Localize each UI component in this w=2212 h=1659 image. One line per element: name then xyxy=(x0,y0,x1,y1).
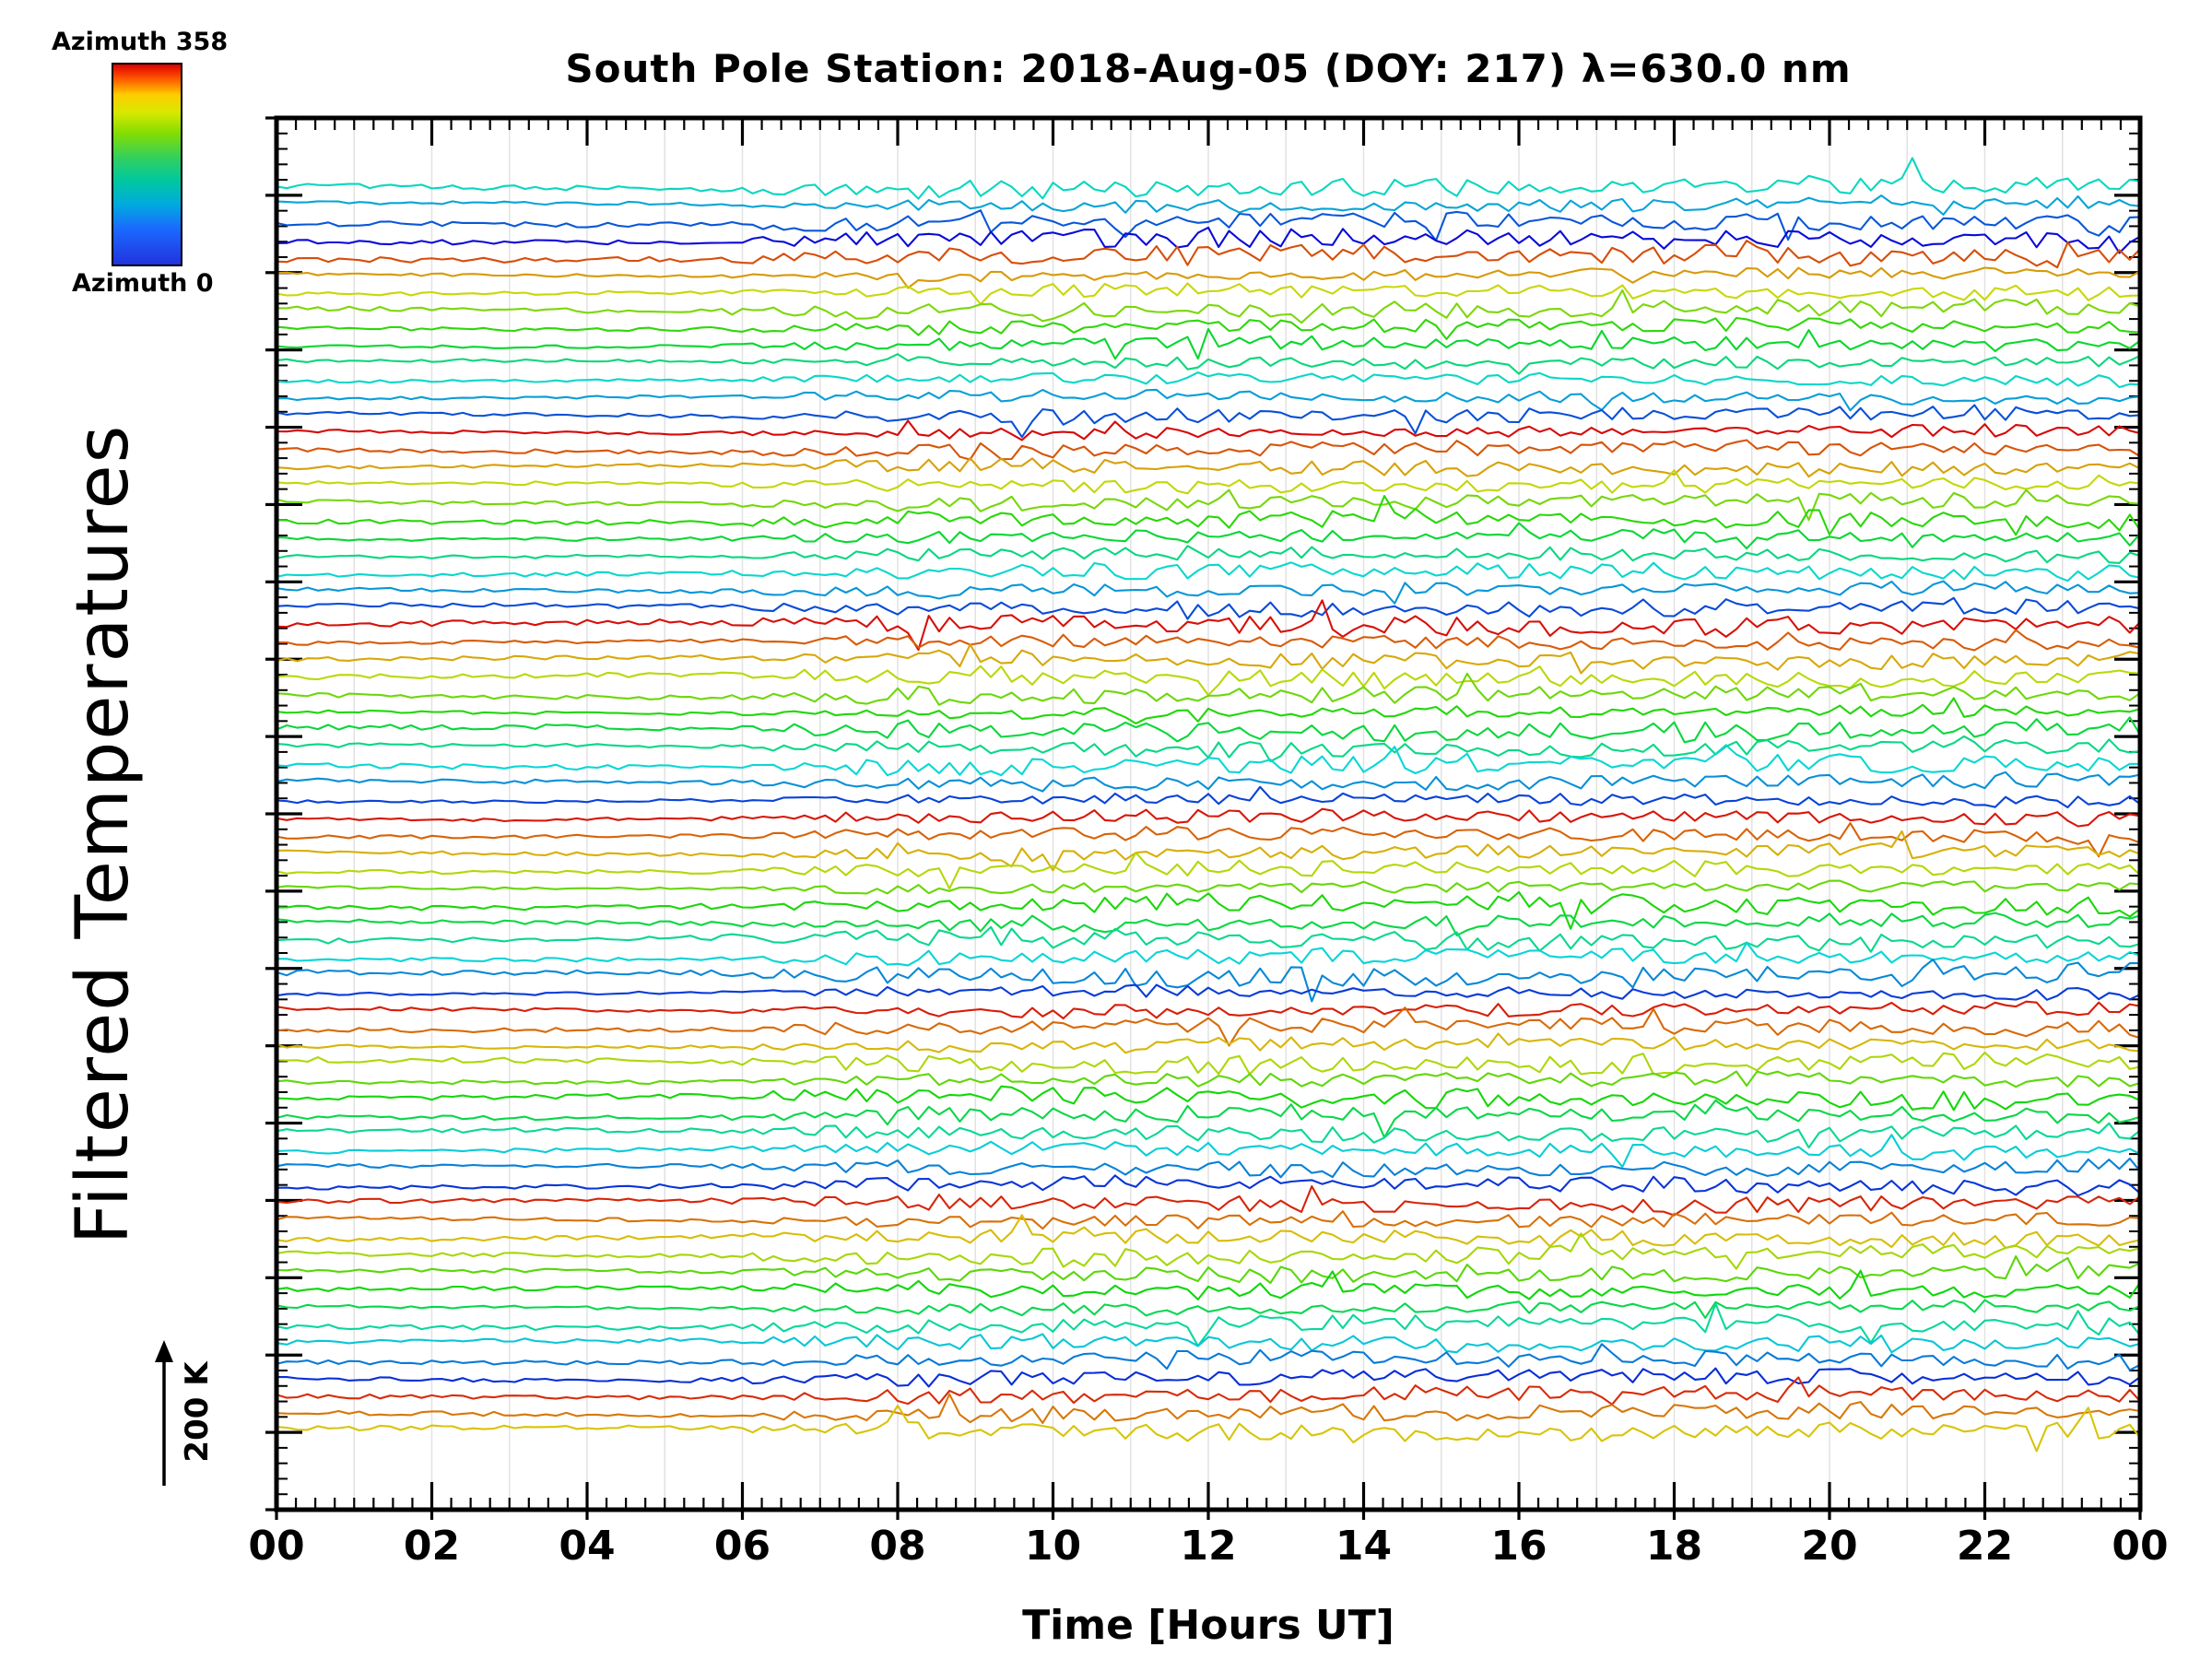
temperature-trace xyxy=(278,1269,2138,1300)
x-tick-label: 12 xyxy=(1180,1523,1237,1570)
temperature-trace xyxy=(278,983,2138,1001)
temperature-trace xyxy=(278,1333,2138,1354)
temperature-trace xyxy=(278,629,2138,652)
temperature-trace xyxy=(278,852,2138,890)
x-tick-label: 10 xyxy=(1024,1523,1082,1570)
temperature-trace xyxy=(278,1232,2138,1270)
x-tick-label: 04 xyxy=(559,1523,616,1570)
temperature-trace xyxy=(278,1122,2138,1149)
temperature-trace xyxy=(278,266,2138,289)
temperature-trace xyxy=(278,327,2138,360)
temperature-trace xyxy=(278,388,2138,412)
temperature-trace xyxy=(278,1210,2138,1230)
x-tick-label: 00 xyxy=(2112,1523,2169,1570)
temperature-trace xyxy=(278,785,2138,809)
colorbar-min-label: Azimuth 0 xyxy=(72,269,214,298)
x-tick-label: 16 xyxy=(1490,1523,1547,1570)
x-tick-label: 14 xyxy=(1335,1523,1393,1570)
temperature-trace xyxy=(278,353,2138,375)
colorbar-max-label: Azimuth 358 xyxy=(52,28,229,56)
temperature-trace xyxy=(278,157,2138,200)
temperature-trace xyxy=(278,522,2138,550)
azimuth-colorbar xyxy=(112,63,182,266)
temperature-trace xyxy=(278,545,2138,564)
temperature-trace xyxy=(278,771,2138,793)
temperature-trace xyxy=(278,1174,2138,1197)
temperature-trace xyxy=(278,697,2138,725)
temperature-trace xyxy=(278,1070,2138,1088)
x-axis-tick-labels: 00 02 04 06 08 10 12 14 16 18 20 22 00 xyxy=(248,1523,2168,1574)
temperature-trace xyxy=(278,744,2138,777)
plot-area xyxy=(265,115,2143,1520)
temperature-trace xyxy=(278,194,2138,216)
temperature-trace xyxy=(278,596,2138,620)
temperature-trace xyxy=(278,599,2138,652)
temperature-trace xyxy=(278,643,2138,675)
temperature-trace xyxy=(278,959,2138,1003)
temperature-trace xyxy=(278,1000,2138,1020)
temperature-trace xyxy=(278,580,2138,605)
temperature-trace xyxy=(278,1006,2138,1047)
x-tick-label: 20 xyxy=(1801,1523,1858,1570)
temperature-trace xyxy=(278,716,2138,744)
temperature-trace xyxy=(278,1299,2138,1319)
y-axis-title: Filtered Temperatures xyxy=(62,423,145,1245)
temperature-trace xyxy=(278,830,2138,872)
x-tick-label: 06 xyxy=(713,1523,771,1570)
temperature-trace xyxy=(278,1405,2138,1453)
temperature-trace xyxy=(278,316,2138,340)
temperature-trace xyxy=(278,1214,2138,1249)
temperature-trace xyxy=(278,288,2138,324)
temperature-trace xyxy=(278,1085,2138,1112)
temperature-trace xyxy=(278,822,2138,858)
x-tick-label: 08 xyxy=(869,1523,926,1570)
temperature-trace xyxy=(278,941,2138,967)
x-axis-title: Time [Hours UT] xyxy=(1022,1602,1394,1649)
temperature-trace xyxy=(278,1367,2138,1388)
temperature-trace xyxy=(278,561,2138,582)
scale-reference-label: 200 K xyxy=(179,1361,216,1463)
temperature-trace xyxy=(278,495,2138,536)
temperature-trace xyxy=(278,419,2138,441)
temperature-trace xyxy=(278,672,2138,706)
temperature-trace xyxy=(278,240,2138,269)
temperature-trace xyxy=(278,879,2138,895)
temperature-trace xyxy=(278,1255,2138,1285)
temperature-trace xyxy=(278,226,2138,254)
x-tick-label: 00 xyxy=(248,1523,305,1570)
temperature-trace xyxy=(278,371,2138,389)
temperature-trace xyxy=(278,925,2138,953)
temperature-trace xyxy=(278,1376,2138,1406)
temperature-trace xyxy=(278,404,2138,439)
temperature-trace xyxy=(278,1343,2138,1371)
chart-title: South Pole Station: 2018-Aug-05 (DOY: 21… xyxy=(565,46,1852,91)
temperature-trace xyxy=(278,1134,2138,1169)
temperature-trace xyxy=(278,1185,2138,1217)
x-tick-label: 18 xyxy=(1645,1523,1703,1570)
temperature-trace xyxy=(278,1099,2138,1139)
temperature-trace xyxy=(278,1157,2138,1179)
temperature-trace xyxy=(278,209,2138,241)
temperature-trace xyxy=(278,1393,2138,1424)
temperature-trace xyxy=(278,1032,2138,1054)
temperature-trace xyxy=(278,469,2138,495)
temperature-trace xyxy=(278,1051,2138,1076)
temperature-trace xyxy=(278,912,2138,936)
scale-arrow-icon xyxy=(155,1340,173,1486)
temperature-trace xyxy=(278,488,2138,522)
x-tick-label: 22 xyxy=(1956,1523,2014,1570)
temperature-trace xyxy=(278,890,2138,930)
temperature-trace xyxy=(278,282,2138,306)
temperature-trace xyxy=(278,456,2138,478)
temperature-trace xyxy=(278,807,2138,828)
temperature-trace xyxy=(278,1302,2138,1347)
x-tick-label: 02 xyxy=(403,1523,461,1570)
temperature-trace xyxy=(278,439,2138,461)
